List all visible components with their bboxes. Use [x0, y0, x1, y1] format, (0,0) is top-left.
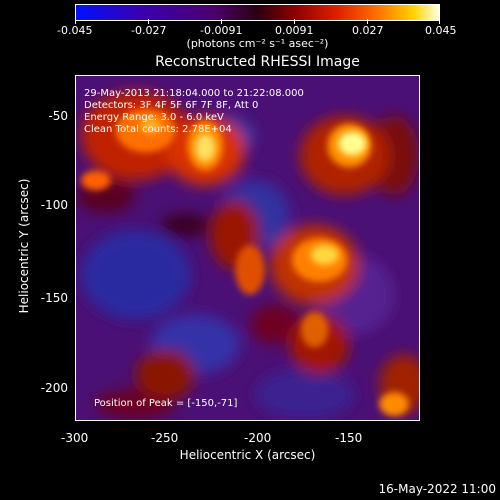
- colorbar-tick: 0.027: [352, 24, 384, 37]
- image-title: Reconstructed RHESSI Image: [155, 54, 360, 70]
- info-time-range: 29-May-2013 21:18:04.000 to 21:22:08.000: [84, 88, 304, 99]
- y-tick: -50: [48, 109, 68, 123]
- info-peak-position: Position of Peak = [-150,-71]: [94, 398, 238, 409]
- y-tick: -200: [40, 381, 68, 395]
- info-energy-range: Energy Range: 3.0 - 6.0 keV: [84, 112, 224, 123]
- x-tick: -250: [151, 431, 179, 445]
- x-axis-label: Heliocentric X (arcsec): [179, 448, 316, 462]
- y-axis-label: Heliocentric Y (arcsec): [17, 178, 31, 314]
- y-tick: -150: [40, 291, 68, 305]
- colorbar-tick: 0.045: [425, 24, 457, 37]
- x-tick: -300: [61, 431, 89, 445]
- rhessi-image-map: [76, 76, 419, 420]
- info-detectors: Detectors: 3F 4F 5F 6F 7F 8F, Att 0: [84, 100, 259, 111]
- x-tick: -150: [335, 431, 363, 445]
- y-tick: -100: [40, 198, 68, 212]
- datestamp: 16-May-2022 11:00: [378, 482, 496, 496]
- colorbar-unit-label: (photons cm⁻² s⁻¹ asec⁻²): [186, 37, 329, 50]
- colorbar-tick: -0.027: [131, 24, 167, 37]
- colorbar: [75, 4, 440, 21]
- x-tick: -200: [244, 431, 272, 445]
- rhessi-image-plot: 29-May-2013 21:18:04.000 to 21:22:08.000…: [75, 75, 420, 421]
- colorbar-tick: 0.0091: [275, 24, 314, 37]
- colorbar-tick: -0.045: [57, 24, 93, 37]
- info-clean-counts: Clean Total counts: 2.78E+04: [84, 124, 232, 135]
- colorbar-tick: -0.0091: [200, 24, 243, 37]
